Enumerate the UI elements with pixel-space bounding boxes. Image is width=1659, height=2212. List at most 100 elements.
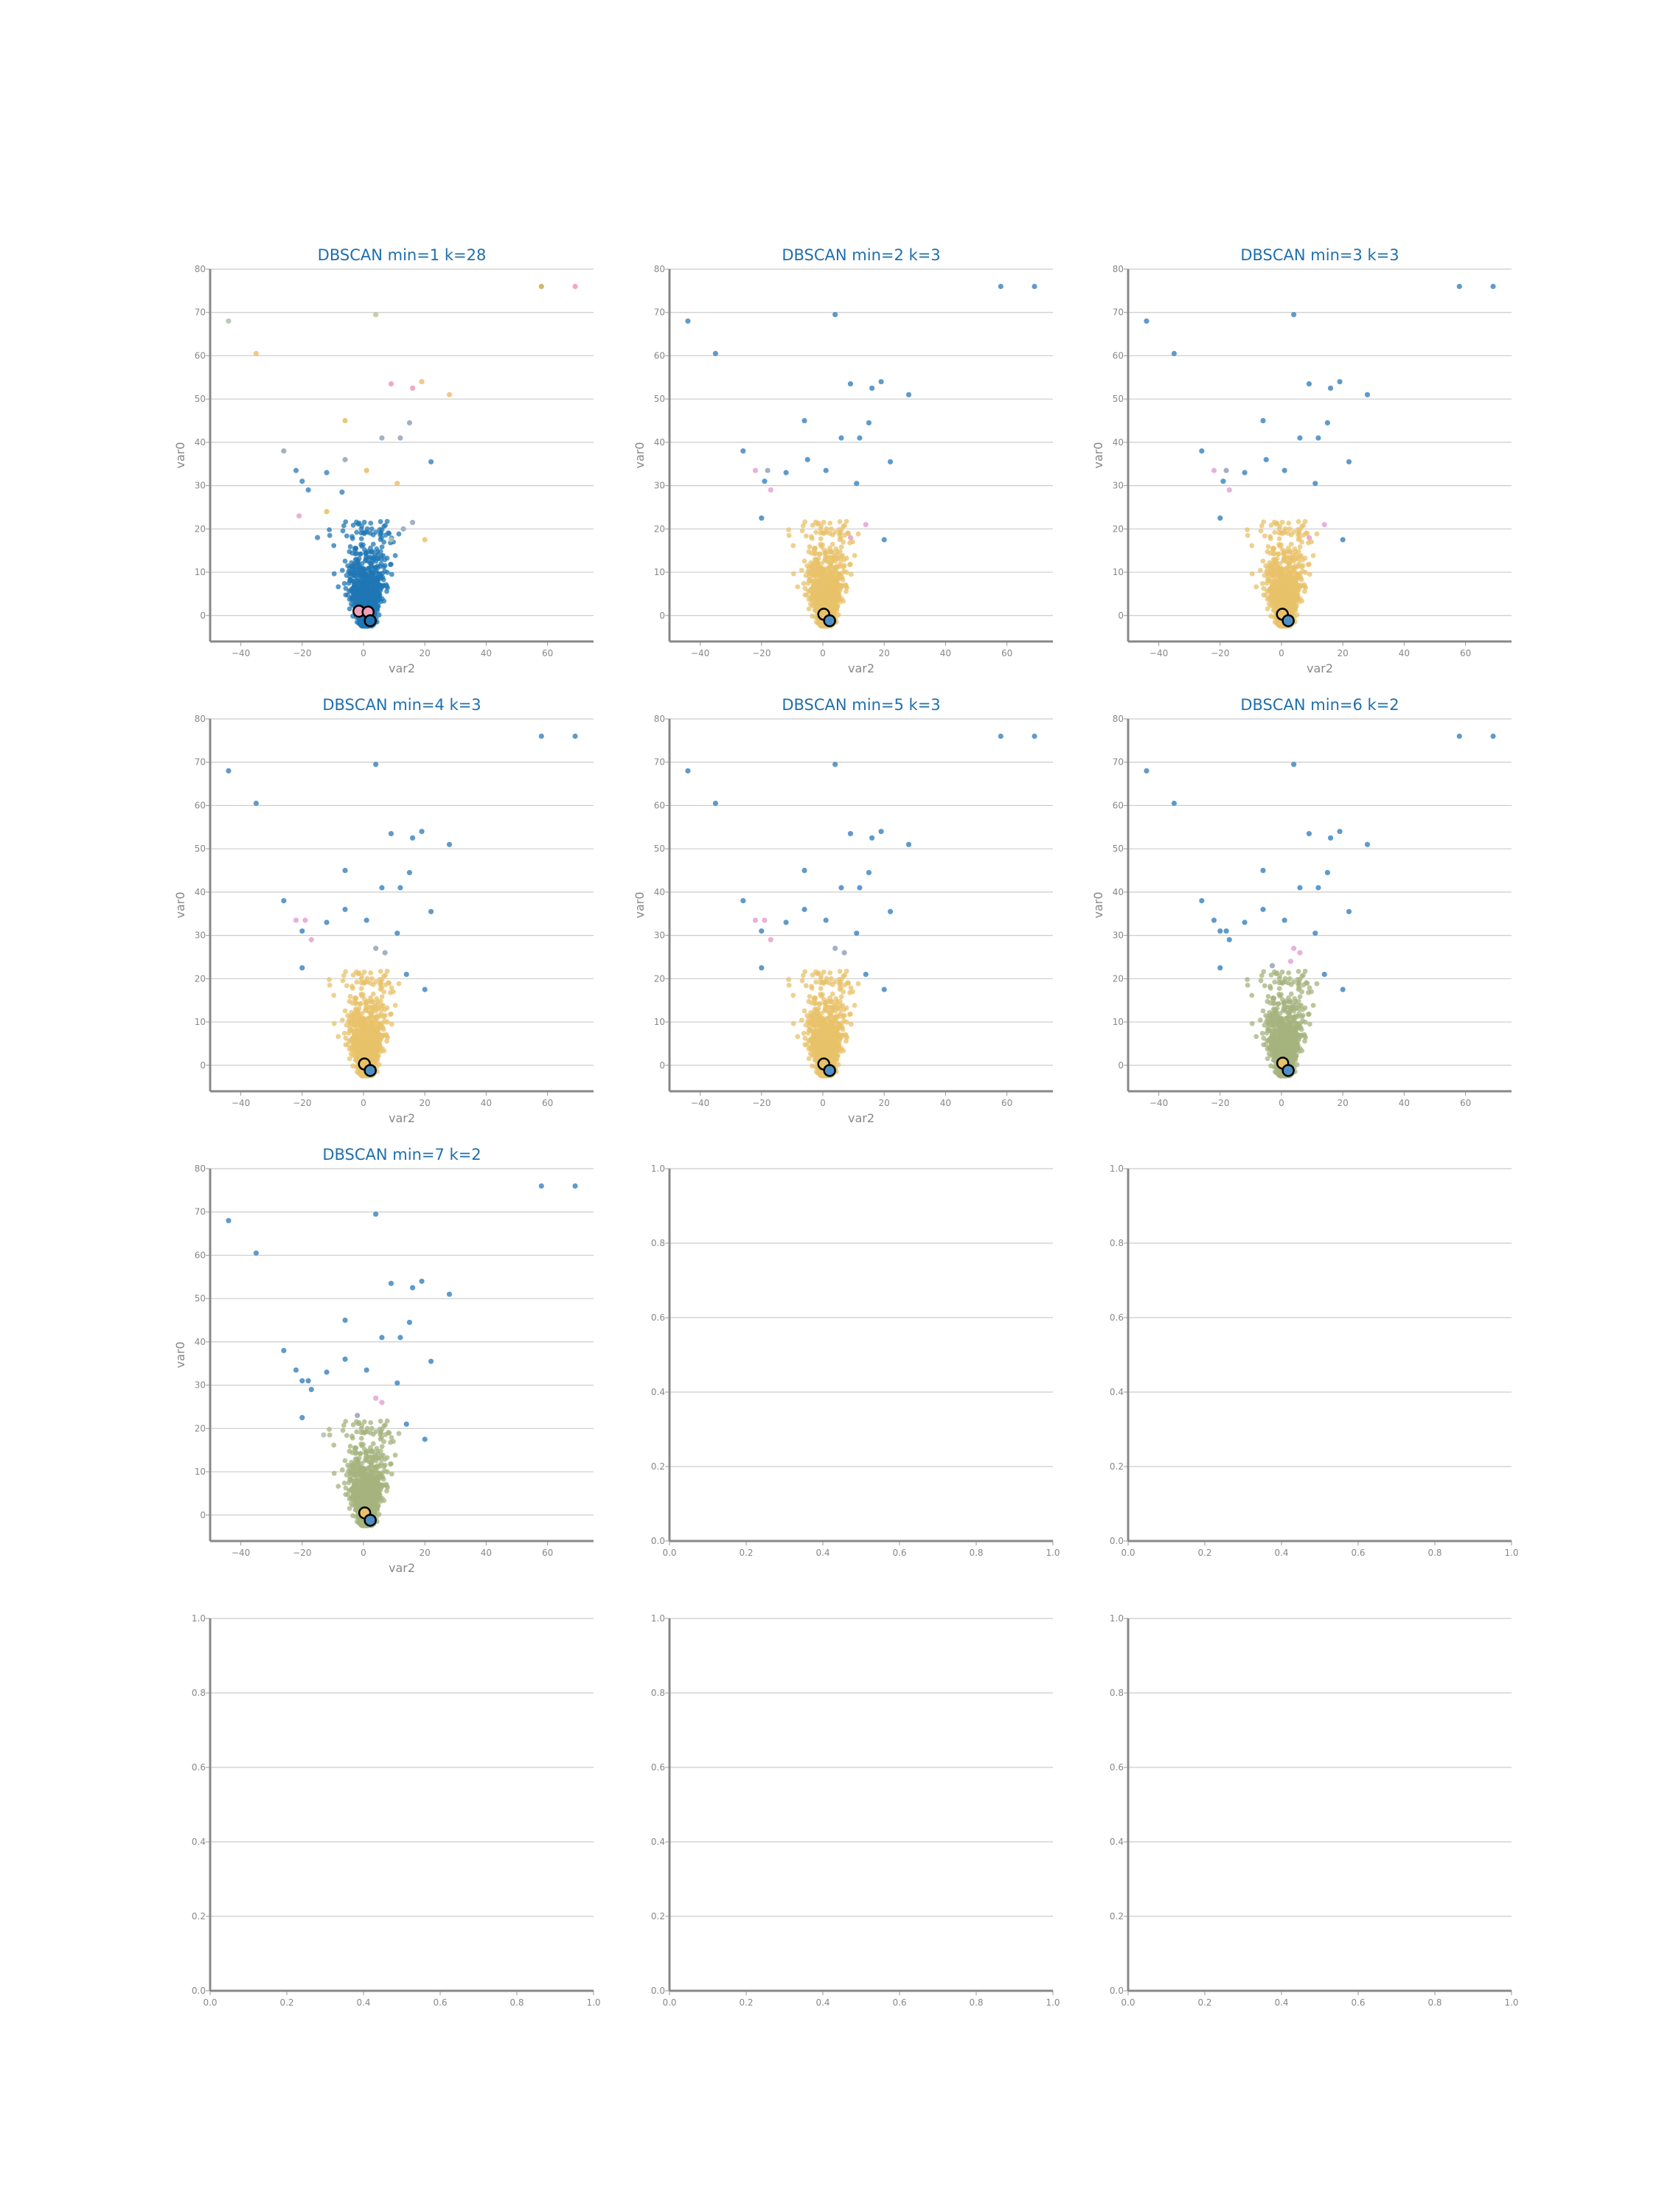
centroid-marker <box>364 614 377 627</box>
cluster-point <box>1286 521 1292 526</box>
cluster-point <box>832 529 838 535</box>
cluster-point <box>383 582 389 588</box>
cluster-point <box>838 530 843 536</box>
cluster-point <box>381 539 387 545</box>
y-tick-label: 40 <box>195 437 206 448</box>
cluster-point <box>1267 594 1273 600</box>
cluster-point <box>373 558 379 564</box>
cluster-point <box>1295 549 1301 554</box>
x-tick-label: 20 <box>420 1098 431 1108</box>
outlier-point <box>299 479 305 484</box>
cluster-point <box>802 585 808 591</box>
y-tick-label: 40 <box>1113 437 1124 448</box>
x-tick-label: 60 <box>1460 648 1471 658</box>
outlier-point <box>1217 515 1223 521</box>
cluster-point <box>1286 592 1292 597</box>
outlier-point <box>1490 283 1496 290</box>
cluster-point <box>1281 551 1287 557</box>
cluster-point <box>1259 581 1265 586</box>
outlier-point <box>804 456 810 462</box>
cluster-point <box>348 601 354 607</box>
x-tick-label: 40 <box>481 648 492 658</box>
cluster-point <box>820 542 825 548</box>
outlier-point <box>1321 521 1327 528</box>
cluster-point <box>790 543 796 549</box>
cluster-point <box>1268 522 1274 528</box>
cluster-point <box>341 581 347 586</box>
cluster-point <box>827 554 833 560</box>
y-tick-label: 0 <box>659 611 665 621</box>
cluster-point <box>345 592 351 598</box>
outlier-point <box>339 489 345 495</box>
outlier-point <box>253 350 259 357</box>
scatter-points <box>685 283 1037 629</box>
cluster-point <box>813 529 819 535</box>
outlier-point <box>1327 385 1334 392</box>
cluster-point <box>389 1021 394 1027</box>
cluster-point <box>335 1034 341 1040</box>
outlier-point <box>373 312 379 318</box>
cluster-point <box>388 990 393 995</box>
cluster-point <box>356 556 362 561</box>
outlier-point <box>1291 312 1297 318</box>
outlier-point <box>1306 381 1312 387</box>
cluster-point <box>1291 587 1297 592</box>
x-tick-label: 60 <box>542 1098 553 1108</box>
cluster-point <box>375 563 380 569</box>
x-tick-label: 0 <box>1279 648 1284 658</box>
cluster-point <box>1295 519 1301 524</box>
x-axis-label: var2 <box>1307 661 1333 675</box>
cluster-point <box>1293 605 1298 611</box>
cluster-point <box>844 588 849 594</box>
cluster-point <box>342 558 348 564</box>
y-tick-label: 20 <box>1113 524 1124 534</box>
x-tick-label: 40 <box>940 648 951 658</box>
outlier-point <box>1144 318 1150 324</box>
cluster-point <box>834 563 840 569</box>
cluster-point <box>361 592 366 598</box>
outlier-point <box>1032 283 1037 290</box>
y-tick-label: 50 <box>654 394 665 404</box>
cluster-point <box>827 579 832 585</box>
outlier-point <box>1199 448 1205 454</box>
cluster-point <box>1291 558 1297 564</box>
cluster-point <box>392 553 398 558</box>
y-tick-label: 10 <box>195 1017 206 1027</box>
outlier-point <box>1260 417 1266 424</box>
outlier-point <box>538 283 544 290</box>
x-tick-label: −20 <box>293 648 311 658</box>
outlier-point <box>1306 535 1312 540</box>
cluster-point <box>1245 532 1251 538</box>
cluster-point <box>369 599 374 605</box>
outlier-point <box>400 526 406 532</box>
outlier-point <box>324 509 330 515</box>
cluster-point <box>367 980 373 986</box>
x-tick-label: 40 <box>481 1098 492 1108</box>
cluster-point <box>1281 529 1286 535</box>
outlier-point <box>1456 283 1462 290</box>
cluster-point <box>832 576 837 582</box>
outlier-point <box>740 448 746 454</box>
cluster-point <box>378 549 383 554</box>
cluster-point <box>842 532 848 538</box>
cluster-point <box>363 529 368 535</box>
cluster-point <box>369 975 375 981</box>
cluster-point <box>358 536 364 542</box>
y-tick-label: 30 <box>195 931 206 941</box>
cluster-point <box>1262 572 1267 578</box>
cluster-point <box>1276 536 1282 542</box>
cluster-point <box>1314 531 1320 537</box>
outlier-point <box>1337 379 1343 385</box>
cluster-point <box>821 571 827 577</box>
cluster-point <box>810 522 815 528</box>
y-tick-label: 80 <box>195 264 206 274</box>
cluster-point <box>373 587 379 592</box>
cluster-point <box>1249 543 1255 549</box>
panel-title: DBSCAN min=1 k=28 <box>318 246 487 264</box>
cluster-point <box>1301 523 1306 528</box>
x-tick-label: 0 <box>361 648 366 658</box>
cluster-point <box>389 571 394 577</box>
cluster-point <box>795 584 801 590</box>
y-tick-label: 10 <box>654 567 665 577</box>
cluster-point <box>1249 571 1255 577</box>
